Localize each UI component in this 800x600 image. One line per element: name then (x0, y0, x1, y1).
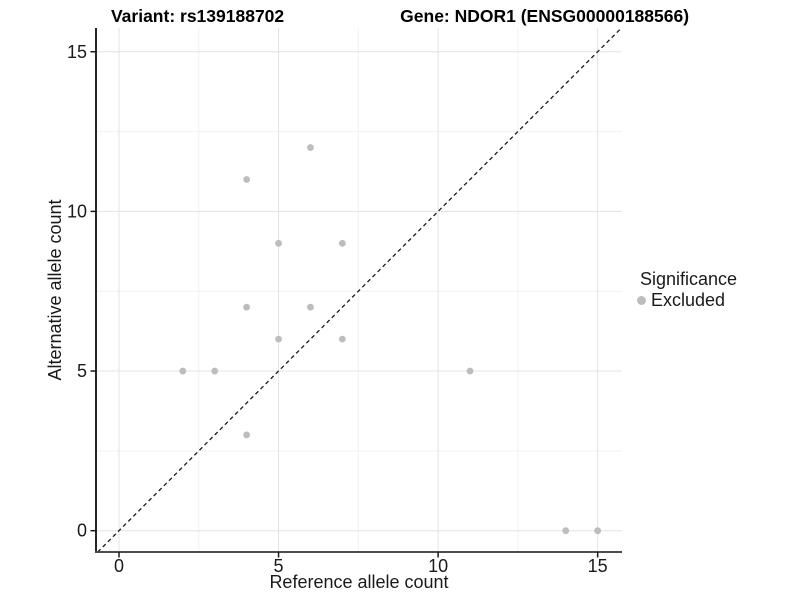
y-tick-label: 0 (77, 521, 87, 541)
x-tick-label: 5 (274, 556, 284, 576)
legend-title: Significance (640, 269, 738, 289)
plot-title: Variant: rs139188702 Gene: NDOR1 (ENSG00… (0, 6, 800, 27)
x-tick-label: 0 (114, 556, 124, 576)
data-point (307, 303, 314, 311)
data-point (243, 431, 251, 439)
data-point (179, 367, 187, 375)
legend-item-label: Excluded (651, 290, 726, 310)
data-point (562, 527, 570, 535)
data-point (211, 367, 219, 375)
data-point (338, 239, 346, 247)
x-tick-label: 10 (428, 556, 448, 576)
data-point (275, 335, 282, 343)
data-point (243, 176, 251, 183)
y-tick-label: 10 (67, 201, 87, 221)
identity-line (97, 27, 622, 553)
data-point (338, 335, 346, 343)
gene-title: Gene: NDOR1 (ENSG00000188566) (400, 6, 690, 26)
y-tick-label: 5 (77, 361, 87, 381)
data-point (307, 144, 314, 151)
legend: Significance Excluded (637, 268, 737, 311)
data-point (594, 527, 602, 535)
data-point (466, 367, 474, 375)
x-axis-title: Reference allele count (269, 572, 449, 592)
legend-item-excluded: Excluded (637, 290, 737, 311)
data-point (275, 239, 282, 247)
y-tick-label: 15 (67, 42, 87, 62)
legend-point-icon (637, 296, 646, 305)
variant-title: Variant: rs139188702 (110, 6, 285, 26)
data-point (243, 303, 251, 311)
x-tick-label: 15 (588, 556, 608, 576)
